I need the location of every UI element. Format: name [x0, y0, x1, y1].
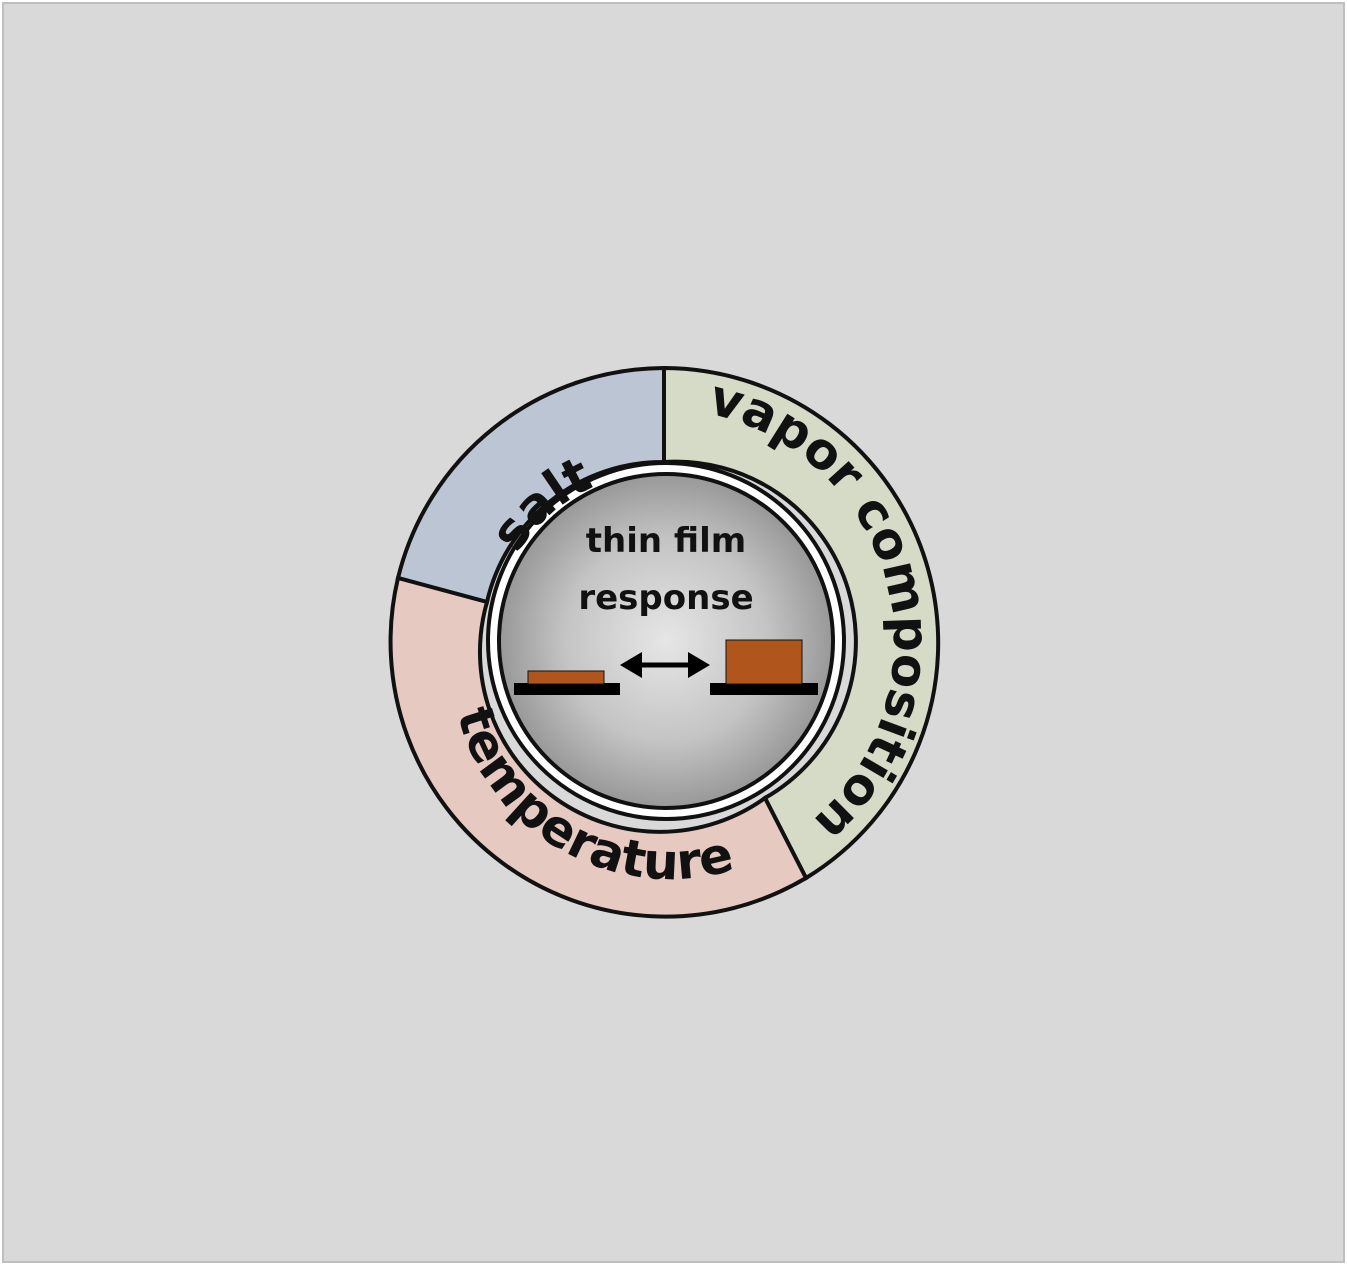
center-title-line1: thin film: [586, 521, 746, 561]
swollen-film: [725, 639, 803, 685]
center-disc: [497, 472, 835, 810]
left-substrate: [514, 683, 620, 695]
center-title-line2: response: [578, 578, 753, 618]
vapor-composition-segment: [662, 365, 941, 881]
right-substrate: [710, 683, 818, 695]
temperature-segment: [388, 575, 809, 919]
double-arrow-icon: [620, 652, 710, 678]
thin-film: [527, 670, 605, 685]
salt-segment: [395, 365, 666, 605]
